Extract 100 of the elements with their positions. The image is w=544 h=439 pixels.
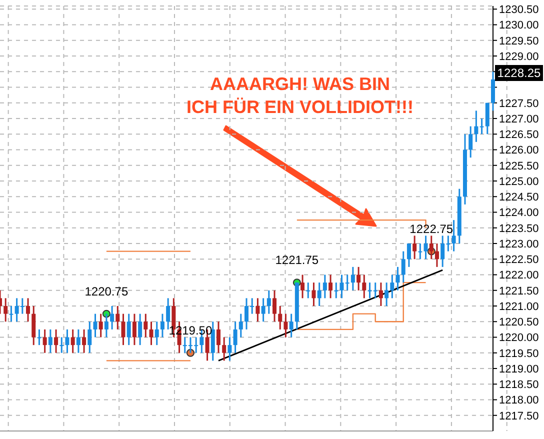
candlestick — [334, 282, 338, 299]
y-tick-label: 1224.50 — [499, 192, 539, 204]
candlestick — [228, 336, 232, 362]
y-tick-label: 1227.50 — [499, 98, 539, 110]
candlestick — [491, 70, 495, 112]
data-label: 1222.75 — [410, 222, 454, 236]
candlestick — [401, 250, 406, 284]
candlestick — [306, 282, 310, 299]
candlestick — [256, 297, 260, 322]
y-tick-label: 1229.50 — [499, 35, 539, 48]
y-tick-label: 1226.50 — [499, 129, 539, 142]
candlestick — [60, 336, 64, 354]
y-tick-label: 1220.50 — [499, 316, 539, 329]
candlestick — [412, 234, 417, 260]
candlestick — [468, 126, 473, 158]
candlestick — [356, 266, 361, 292]
y-tick-label: 1230.50 — [499, 4, 539, 16]
y-tick-label: 1221.00 — [499, 300, 539, 313]
text: 1228.25 — [495, 65, 543, 81]
candlestick — [480, 118, 484, 135]
candlestick — [406, 242, 411, 268]
annotation: AAAARGH! WAS BIN ICH FÜR EIN VOLLIDIOT!!! — [186, 73, 414, 119]
y-tick-label: 1221.50 — [499, 285, 539, 298]
y-tick-label: 1226.00 — [499, 144, 539, 157]
candlestick — [154, 320, 159, 346]
candlestick — [210, 320, 215, 362]
candlestick — [362, 274, 366, 299]
candlestick — [70, 328, 75, 354]
data-label: 1221.75 — [275, 253, 319, 268]
candlestick — [9, 305, 14, 322]
candlestick — [138, 313, 142, 346]
candlestick — [76, 328, 80, 354]
candlestick — [424, 234, 428, 260]
y-tick-label: 1230.00 — [499, 20, 539, 32]
y-tick-label: 1219.50 — [499, 348, 539, 360]
y-tick-label: 1225.00 — [499, 176, 539, 188]
candlestick — [312, 282, 316, 307]
candlestick — [82, 328, 86, 354]
candlestick — [384, 282, 389, 307]
candlestick — [474, 110, 478, 143]
y-tick-label: 1225.50 — [499, 160, 539, 172]
candlestick — [378, 282, 383, 307]
candlestick — [116, 305, 120, 330]
candlestick — [272, 290, 277, 322]
candlestick — [132, 313, 136, 346]
candlestick — [26, 297, 30, 322]
candlestick — [4, 297, 8, 322]
candlestick — [300, 274, 305, 299]
y-tick-label: 1219.00 — [499, 363, 539, 376]
y-tick-label: 1220.00 — [499, 332, 539, 344]
candlestick — [278, 305, 282, 330]
y-tick-label: 1218.50 — [499, 379, 539, 392]
y-tick-label: 1222.00 — [499, 270, 539, 282]
candlestick — [418, 242, 422, 260]
y-tick-label: 1224.00 — [499, 207, 539, 220]
candlestick — [390, 274, 394, 299]
candlestick — [238, 313, 243, 338]
candlestick — [65, 328, 70, 354]
candlestick — [485, 102, 490, 135]
y-tick-label: 1218.00 — [499, 394, 539, 407]
candlestick — [144, 313, 148, 338]
candlestick — [340, 274, 344, 299]
candlestick — [121, 313, 126, 346]
candlestick — [434, 242, 439, 268]
candlestick — [98, 313, 103, 338]
y-tick-label: 1227.00 — [499, 113, 539, 126]
candlestick — [93, 313, 98, 338]
candlestick — [42, 328, 47, 354]
candlestick — [452, 219, 456, 252]
candlestick — [322, 274, 327, 299]
candlestick — [126, 313, 131, 346]
y-tick-label: 1222.50 — [499, 254, 539, 266]
candlestick — [284, 313, 288, 338]
candlestick — [160, 313, 164, 338]
candlestick — [350, 266, 355, 292]
candlestick — [345, 274, 350, 292]
candlestick — [222, 336, 226, 362]
candlestick — [396, 266, 400, 292]
candlestick — [54, 328, 58, 354]
y-tick-label: 1223.50 — [499, 222, 539, 235]
candlestick — [328, 274, 333, 299]
candlestick — [48, 328, 52, 354]
candlestick — [149, 320, 154, 346]
data-label: 1220.75 — [84, 284, 128, 298]
candlestick — [216, 320, 220, 354]
candlestick — [261, 297, 266, 322]
candlestick — [37, 328, 42, 346]
y-tick-label: 1229.00 — [499, 50, 539, 63]
candlestick — [110, 305, 114, 330]
candlestick — [166, 297, 170, 330]
y-tick-label: 1217.50 — [499, 410, 539, 422]
candlestick — [266, 290, 271, 315]
candlestick — [289, 313, 294, 338]
candlestick — [429, 234, 434, 260]
candlestick — [317, 282, 322, 307]
y-tick-label: 1223.00 — [499, 238, 539, 250]
candlestick — [88, 320, 92, 354]
candlestick — [104, 313, 108, 338]
candlestick — [32, 305, 36, 346]
candlestick — [233, 320, 238, 354]
